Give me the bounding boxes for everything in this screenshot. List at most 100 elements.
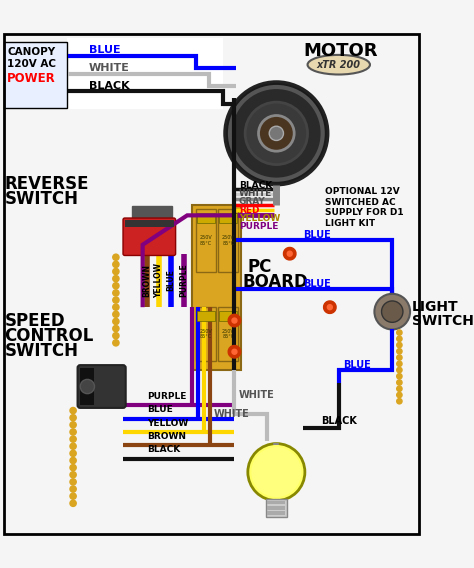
Text: WHITE: WHITE — [214, 409, 250, 419]
Text: YELLOW: YELLOW — [154, 263, 163, 298]
Bar — [196, 209, 216, 272]
Circle shape — [397, 349, 402, 354]
Text: GRAY: GRAY — [239, 198, 265, 207]
Circle shape — [70, 493, 76, 499]
Wedge shape — [324, 301, 336, 314]
Text: BLUE: BLUE — [167, 269, 176, 291]
Text: 250V
85°C: 250V 85°C — [200, 328, 212, 339]
Wedge shape — [228, 314, 241, 327]
Bar — [197, 311, 215, 321]
Text: OPTIONAL 12V: OPTIONAL 12V — [325, 187, 400, 196]
Circle shape — [113, 290, 119, 296]
Circle shape — [245, 102, 308, 165]
Circle shape — [397, 374, 402, 379]
Circle shape — [70, 465, 76, 471]
Text: SPEED: SPEED — [4, 312, 65, 329]
Text: REVERSE: REVERSE — [4, 176, 89, 193]
Text: BLUE: BLUE — [147, 405, 173, 414]
Text: WHITE: WHITE — [239, 190, 272, 198]
Circle shape — [113, 261, 119, 268]
Text: BLACK: BLACK — [147, 445, 180, 454]
Text: BLUE: BLUE — [89, 45, 121, 56]
Circle shape — [70, 486, 76, 492]
Text: SWITCH: SWITCH — [4, 190, 79, 207]
Bar — [267, 506, 285, 509]
Text: WHITE: WHITE — [89, 63, 130, 73]
Circle shape — [225, 82, 328, 185]
Bar — [219, 209, 238, 272]
Text: BROWN: BROWN — [143, 264, 152, 297]
Bar — [125, 220, 174, 227]
Circle shape — [269, 126, 283, 140]
Text: POWER: POWER — [7, 72, 56, 85]
Text: BLACK: BLACK — [321, 416, 357, 427]
Circle shape — [397, 330, 402, 335]
Bar — [191, 204, 241, 370]
Text: PC: PC — [248, 258, 272, 276]
Text: BLUE: BLUE — [343, 360, 371, 370]
Wedge shape — [232, 318, 237, 323]
Text: 120V AC: 120V AC — [7, 59, 56, 69]
Wedge shape — [232, 349, 237, 354]
Text: CANOPY: CANOPY — [7, 47, 55, 57]
Wedge shape — [328, 304, 332, 310]
Bar — [67, 38, 223, 109]
Circle shape — [70, 407, 76, 414]
Bar — [80, 368, 93, 405]
Circle shape — [382, 301, 403, 322]
Bar — [197, 212, 215, 223]
Text: xTR 200: xTR 200 — [317, 60, 361, 70]
Circle shape — [397, 361, 402, 366]
Circle shape — [70, 436, 76, 442]
Circle shape — [70, 443, 76, 449]
Bar — [132, 206, 172, 222]
Bar — [196, 307, 216, 361]
Circle shape — [70, 479, 76, 485]
Circle shape — [258, 115, 294, 151]
Bar — [219, 311, 237, 321]
Circle shape — [113, 311, 119, 318]
Text: SUPPLY FOR D1: SUPPLY FOR D1 — [325, 208, 404, 217]
Text: YELLOW: YELLOW — [147, 419, 188, 428]
Circle shape — [70, 421, 76, 428]
Text: BLACK: BLACK — [89, 81, 130, 91]
Circle shape — [397, 399, 402, 404]
Circle shape — [70, 471, 76, 478]
Text: BROWN: BROWN — [147, 432, 186, 441]
Text: BLUE: BLUE — [303, 279, 331, 289]
Circle shape — [251, 447, 301, 497]
Text: 250V
85°C: 250V 85°C — [222, 328, 235, 339]
Wedge shape — [287, 251, 292, 256]
Bar — [265, 499, 287, 517]
Wedge shape — [228, 345, 241, 358]
Circle shape — [397, 367, 402, 373]
Text: BOARD: BOARD — [243, 273, 308, 291]
Text: LIGHT KIT: LIGHT KIT — [325, 219, 375, 228]
Circle shape — [70, 429, 76, 435]
Circle shape — [70, 450, 76, 457]
Text: 250V
85°C: 250V 85°C — [200, 235, 212, 246]
Text: YELLOW: YELLOW — [239, 214, 280, 223]
FancyBboxPatch shape — [123, 218, 175, 256]
FancyBboxPatch shape — [78, 365, 126, 408]
Bar — [68, 70, 210, 77]
Circle shape — [113, 269, 119, 275]
Circle shape — [397, 386, 402, 391]
Circle shape — [113, 297, 119, 303]
Circle shape — [397, 355, 402, 360]
Circle shape — [113, 318, 119, 324]
Circle shape — [248, 444, 305, 500]
Wedge shape — [283, 248, 296, 260]
Bar — [219, 212, 237, 223]
Text: WHITE: WHITE — [239, 390, 274, 399]
Circle shape — [113, 254, 119, 260]
Circle shape — [113, 325, 119, 332]
Circle shape — [113, 283, 119, 289]
Circle shape — [397, 336, 402, 341]
Ellipse shape — [308, 55, 370, 74]
Text: RED: RED — [239, 206, 259, 215]
Text: PURPLE: PURPLE — [147, 392, 186, 401]
Circle shape — [113, 340, 119, 346]
Circle shape — [70, 457, 76, 463]
Bar — [4, 41, 67, 108]
